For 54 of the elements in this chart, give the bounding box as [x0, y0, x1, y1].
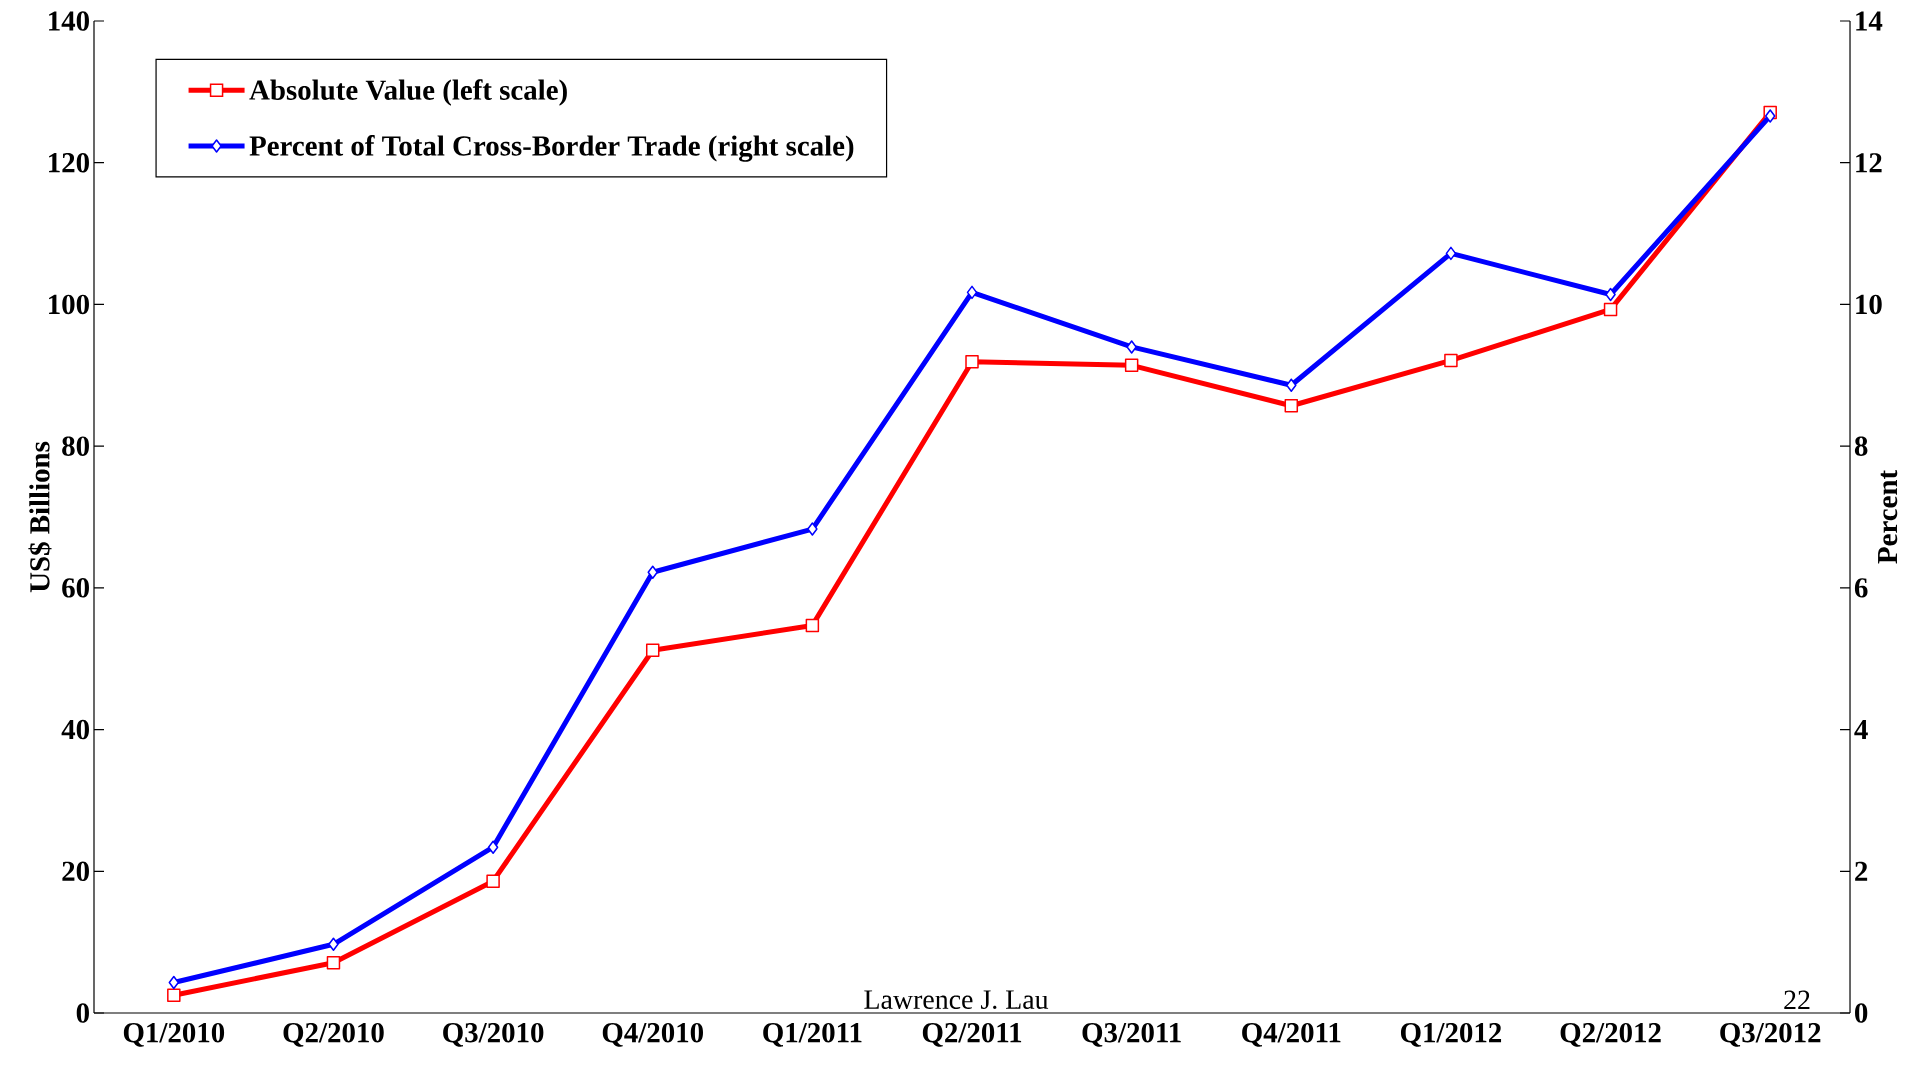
legend-label: Absolute Value (left scale): [249, 79, 567, 106]
x-tick-label: Q2/2010: [283, 1022, 384, 1047]
x-tick-label: Q2/2011: [922, 1022, 1022, 1047]
point: [487, 840, 499, 854]
y-tick-label: 80: [62, 436, 89, 456]
point: [1444, 353, 1458, 368]
point: [167, 988, 181, 1003]
point: [1124, 358, 1139, 373]
y2-tick-label: 0: [1855, 1003, 1868, 1023]
y2-tick-label: 10: [1856, 294, 1882, 315]
x-tick-label: Q4/2010: [602, 1022, 703, 1047]
point: [326, 955, 341, 970]
point: [645, 643, 660, 657]
y-tick-label: 140: [49, 11, 89, 31]
point: [486, 874, 500, 888]
point: [1605, 287, 1616, 302]
point: [328, 937, 339, 952]
point: [168, 975, 180, 990]
y2-tick-label: 4: [1854, 720, 1868, 740]
point: [805, 618, 820, 633]
y2-tick-label: 14: [1856, 11, 1883, 31]
y2-tick-label: 12: [1856, 153, 1882, 173]
annotation: Lawrence J. Lau: [864, 990, 1049, 1010]
point: [1764, 109, 1776, 123]
point: [1603, 302, 1618, 317]
point: [1286, 378, 1297, 392]
point: [807, 522, 818, 536]
x-tick-label: Q1/2010: [123, 1022, 225, 1047]
y-tick-label: 0: [76, 1003, 89, 1023]
y-axis-title: US$ Billions: [28, 441, 52, 593]
x-tick-label: Q3/2011: [1082, 1022, 1181, 1047]
point: [966, 285, 978, 300]
x-tick-label: Q3/2010: [443, 1022, 544, 1047]
point: [965, 355, 979, 369]
point: [1284, 399, 1299, 413]
y-tick-label: 60: [62, 578, 89, 598]
annotation: 22: [1784, 990, 1810, 1010]
x-tick-label: Q4/2011: [1242, 1022, 1341, 1047]
y-tick-label: 40: [61, 719, 89, 740]
point: [647, 565, 658, 580]
x-tick-label: Q1/2011: [763, 1022, 862, 1047]
legend-label: Percent of Total Cross-Border Trade (right scale): [249, 135, 854, 162]
point: [1126, 340, 1137, 354]
y-tick-label: 120: [49, 152, 89, 173]
x-tick-label: Q2/2012: [1560, 1022, 1661, 1047]
y2-tick-label: 8: [1854, 436, 1868, 456]
y2-axis-title: Percent: [1878, 470, 1898, 564]
x-tick-label: Q3/2012: [1720, 1022, 1821, 1047]
y-tick-label: 20: [62, 861, 89, 882]
y2-tick-label: 6: [1854, 578, 1868, 598]
y-tick-label: 100: [49, 294, 89, 315]
x-tick-label: Q1/2012: [1400, 1022, 1502, 1047]
y2-tick-label: 2: [1855, 861, 1868, 881]
point: [1445, 246, 1457, 261]
